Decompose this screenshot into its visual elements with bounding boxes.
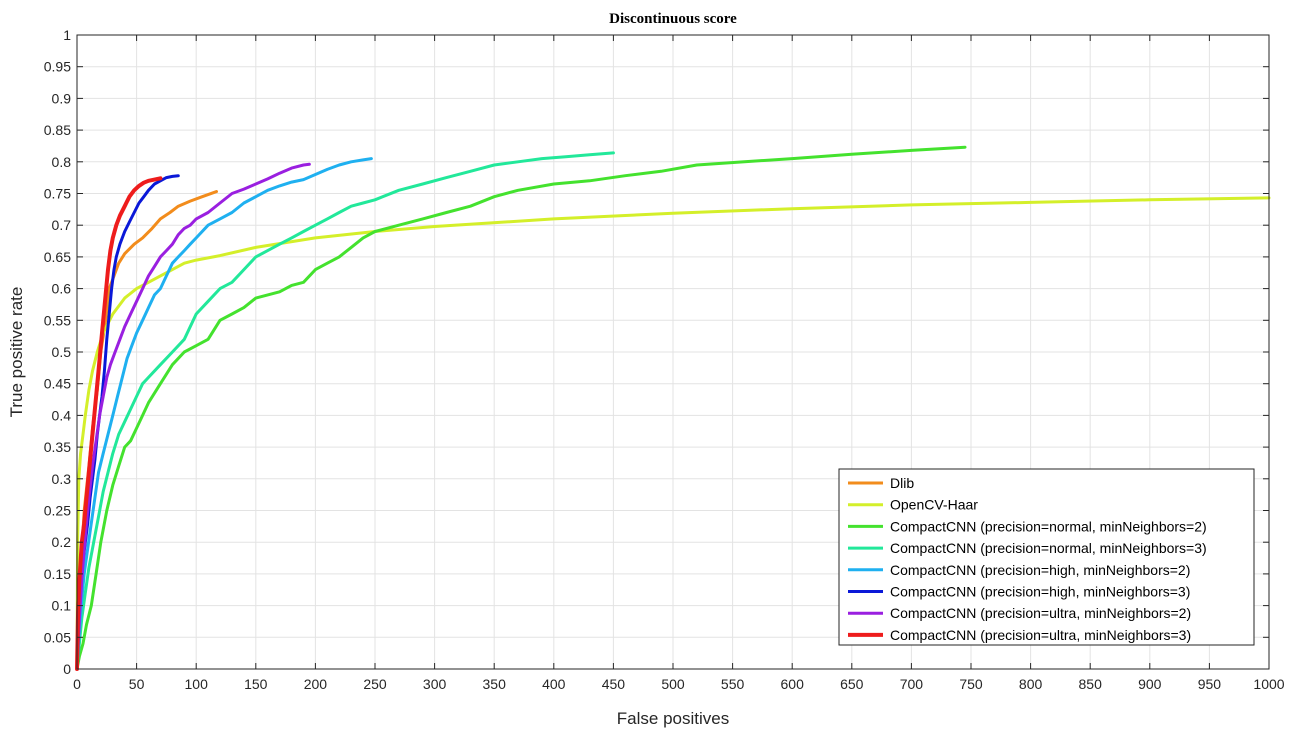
legend-entry: Dlib	[890, 475, 914, 491]
y-tick-label: 0.25	[44, 503, 71, 519]
series-layer	[75, 145, 1271, 671]
legend-entry: CompactCNN (precision=high, minNeighbors…	[890, 584, 1190, 600]
legend-entry: CompactCNN (precision=normal, minNeighbo…	[890, 518, 1207, 534]
x-tick-label: 800	[1019, 676, 1043, 692]
legend: Dlib OpenCV-Haar CompactCNN (precision=nor…	[838, 468, 1255, 646]
x-tick-label: 200	[304, 676, 328, 692]
x-axis-ticks: 0 50 100 150 200 250 300 350 400 450 500 550 600 650 7…	[73, 35, 1285, 692]
y-tick-label: 0.05	[44, 629, 71, 645]
x-tick-label: 900	[1138, 676, 1162, 692]
y-tick-label: 1	[63, 27, 71, 43]
x-tick-label: 600	[781, 676, 805, 692]
series-line-3	[75, 145, 967, 671]
y-tick-label: 0.55	[44, 312, 71, 328]
y-axis-ticks: 0 0.05 0.1 0.15 0.2 0.25 0.3 0.35 0.4 0.45 0.5 0.55…	[44, 27, 1269, 677]
y-tick-label: 0.9	[52, 90, 72, 106]
y-tick-label: 0	[63, 661, 71, 677]
x-tick-label: 450	[602, 676, 626, 692]
x-tick-label: 550	[721, 676, 745, 692]
legend-entry: CompactCNN (precision=normal, minNeighbo…	[890, 540, 1207, 556]
y-tick-label: 0.2	[52, 534, 72, 550]
y-tick-label: 0.1	[52, 598, 72, 614]
x-tick-label: 700	[900, 676, 924, 692]
y-tick-label: 0.85	[44, 122, 71, 138]
legend-entry: CompactCNN (precision=ultra, minNeighbor…	[890, 605, 1191, 621]
y-tick-label: 0.6	[52, 281, 72, 297]
y-tick-label: 0.45	[44, 376, 71, 392]
series-line-4	[75, 151, 615, 671]
y-tick-label: 0.75	[44, 186, 71, 202]
legend-entry: OpenCV-Haar	[890, 497, 978, 513]
x-tick-label: 150	[244, 676, 268, 692]
y-tick-label: 0.4	[52, 407, 72, 423]
x-tick-label: 500	[661, 676, 685, 692]
x-tick-label: 750	[959, 676, 983, 692]
y-tick-label: 0.35	[44, 439, 71, 455]
x-tick-label: 50	[129, 676, 145, 692]
x-tick-label: 650	[840, 676, 864, 692]
y-tick-label: 0.8	[52, 154, 72, 170]
series-line-8	[75, 176, 163, 671]
x-tick-label: 100	[185, 676, 209, 692]
y-tick-label: 0.3	[52, 471, 72, 487]
y-tick-label: 0.15	[44, 566, 71, 582]
y-axis-label: True positive rate	[7, 287, 26, 418]
legend-entry: CompactCNN (precision=ultra, minNeighbor…	[890, 627, 1191, 643]
y-tick-label: 0.95	[44, 59, 71, 75]
x-tick-label: 400	[542, 676, 566, 692]
series-line-7	[75, 162, 311, 671]
x-tick-label: 350	[483, 676, 507, 692]
x-tick-label: 250	[363, 676, 387, 692]
series-line-5	[75, 157, 373, 671]
legend-entry: CompactCNN (precision=high, minNeighbors…	[890, 562, 1190, 578]
x-axis-label: False positives	[617, 709, 729, 728]
y-tick-label: 0.5	[52, 344, 72, 360]
y-tick-label: 0.65	[44, 249, 71, 265]
x-tick-label: 850	[1079, 676, 1103, 692]
legend-box	[838, 468, 1255, 646]
y-tick-label: 0.7	[52, 217, 72, 233]
chart-title: Discontinuous score	[609, 11, 737, 27]
x-tick-label: 1000	[1253, 676, 1284, 692]
x-tick-label: 950	[1198, 676, 1222, 692]
x-tick-label: 300	[423, 676, 447, 692]
x-tick-label: 0	[73, 676, 81, 692]
